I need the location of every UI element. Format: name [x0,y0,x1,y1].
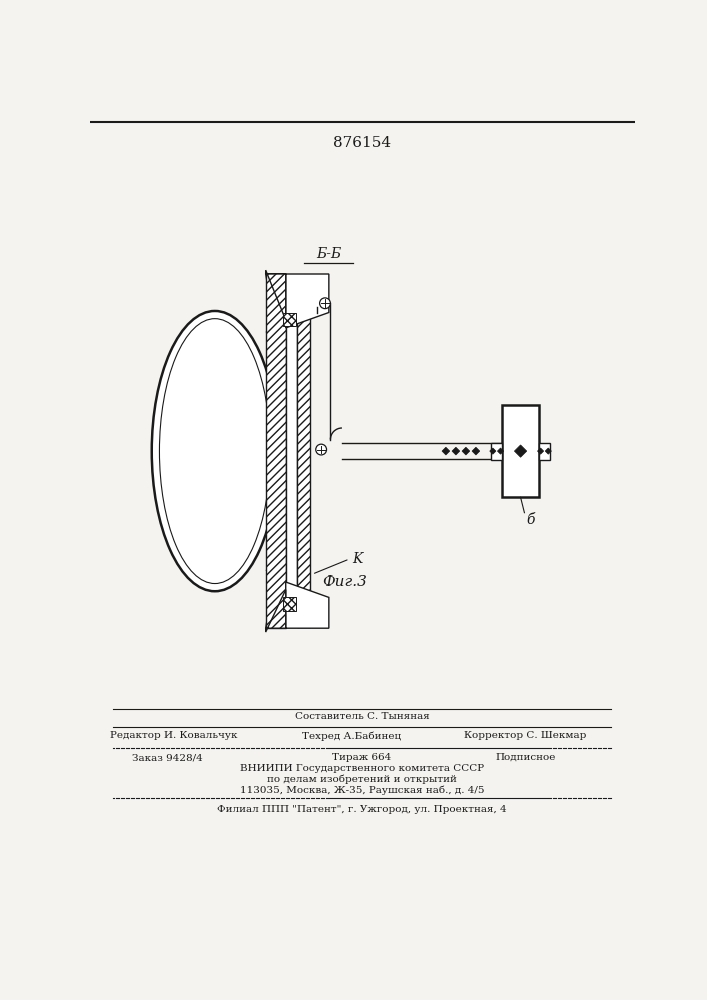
Bar [539,443,550,460]
Text: по делам изобретений и открытий: по делам изобретений и открытий [267,774,457,784]
Bar [266,274,286,628]
Polygon shape [266,582,329,628]
Polygon shape [266,590,286,632]
Polygon shape [537,448,544,454]
Text: ВНИИПИ Государственного комитета СССР: ВНИИПИ Государственного комитета СССР [240,764,484,773]
Ellipse shape [152,311,278,591]
Text: Тираж 664: Тираж 664 [332,753,392,762]
Bar [284,597,296,611]
Text: Техред А.Бабинец: Техред А.Бабинец [303,731,402,741]
Text: Заказ 9428/4: Заказ 9428/4 [132,753,202,762]
Polygon shape [266,270,286,320]
Polygon shape [462,447,469,455]
Bar [502,405,539,497]
Text: Филиал ППП "Патент", г. Ужгород, ул. Проектная, 4: Филиал ППП "Патент", г. Ужгород, ул. Про… [217,805,507,814]
Text: Редактор И. Ковальчук: Редактор И. Ковальчук [110,732,237,740]
Polygon shape [515,445,527,457]
Text: 113035, Москва, Ж-35, Раушская наб., д. 4/5: 113035, Москва, Ж-35, Раушская наб., д. … [240,785,484,795]
Bar [284,312,296,326]
Circle shape [320,298,330,309]
Polygon shape [498,448,503,454]
Polygon shape [442,447,450,455]
Polygon shape [545,448,551,454]
Text: Б-Б: Б-Б [316,247,341,261]
Text: Составитель С. Тыняная: Составитель С. Тыняная [295,712,429,721]
Bar [286,286,296,620]
Text: б: б [527,513,535,527]
Polygon shape [490,448,496,454]
Circle shape [316,444,327,455]
Text: K: K [352,552,362,566]
Bar [296,278,310,627]
Bar [491,443,502,460]
Polygon shape [472,447,480,455]
Text: 876154: 876154 [333,136,391,150]
Ellipse shape [160,319,270,584]
Text: Корректор С. Шекмар: Корректор С. Шекмар [464,732,586,740]
Text: Подписное: Подписное [495,753,556,762]
Polygon shape [452,447,460,455]
Polygon shape [266,274,329,328]
Text: Фиг.3: Фиг.3 [322,575,367,589]
